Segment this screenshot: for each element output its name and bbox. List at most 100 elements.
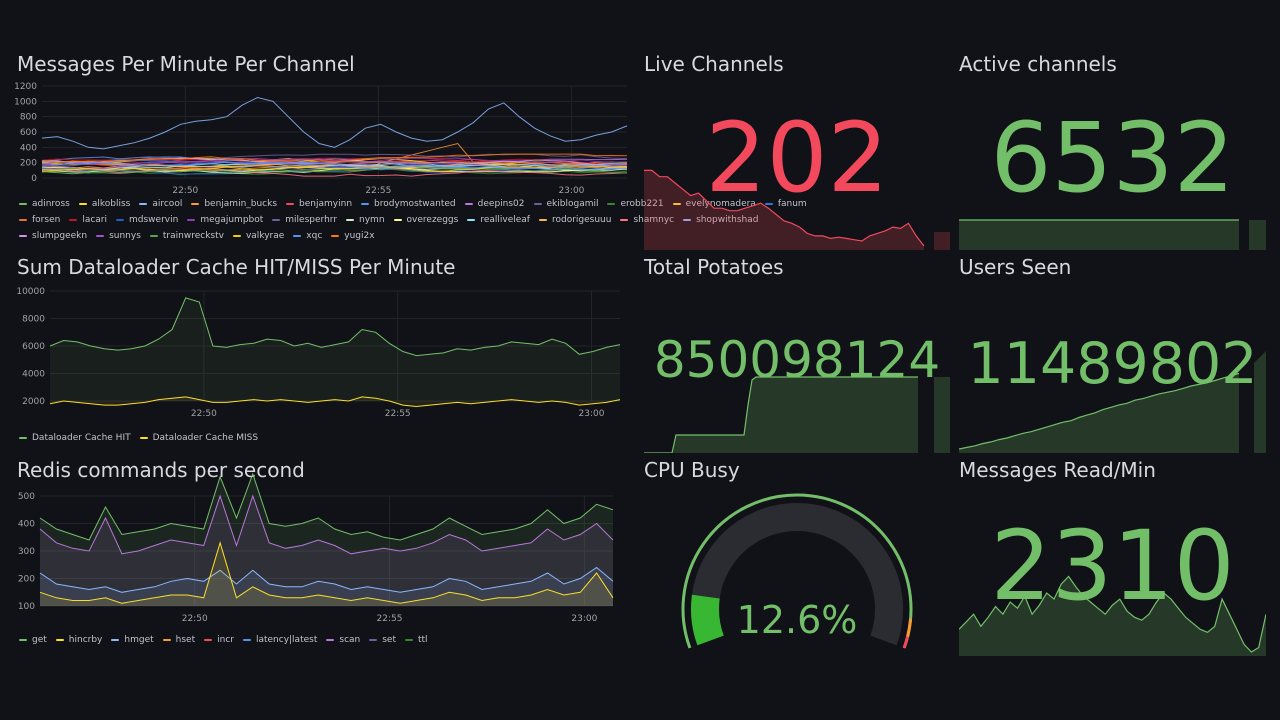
legend-swatch bbox=[116, 218, 124, 221]
legend-item[interactable]: incr bbox=[204, 632, 234, 648]
active-channels-value: 6532 bbox=[990, 102, 1235, 214]
legend-swatch bbox=[764, 202, 773, 205]
legend-item[interactable]: slumpgeekn bbox=[19, 228, 87, 244]
chart-legend: get hincrby hmget hset incr latency|latest sca… bbox=[19, 632, 629, 648]
legend-swatch bbox=[96, 234, 105, 237]
series-area bbox=[50, 297, 620, 401]
panel-redis-commands[interactable]: Redis commands per second 100 200 300 400 50… bbox=[17, 458, 629, 650]
legend-label: incr bbox=[217, 635, 234, 645]
sparkline-line bbox=[644, 376, 918, 453]
legend-item[interactable]: alkobliss bbox=[78, 196, 130, 212]
legend-item[interactable]: lacari bbox=[69, 212, 107, 228]
series-area bbox=[40, 542, 613, 606]
legend-item[interactable]: aircool bbox=[139, 196, 182, 212]
legend-item[interactable]: milesperhrr bbox=[272, 212, 337, 228]
panel-messages-per-minute[interactable]: Messages Per Minute Per Channel 0 200 400 6… bbox=[14, 52, 807, 244]
legend-row: get hincrby hmget hset incr latency|latest sca… bbox=[19, 632, 629, 648]
live-channels-value: 202 bbox=[705, 102, 889, 214]
legend-item[interactable]: trainwreckstv bbox=[149, 228, 224, 244]
panel-users-seen[interactable]: Users Seen 11489802 bbox=[959, 255, 1266, 453]
legend-item[interactable]: shopwithshad bbox=[683, 212, 758, 228]
panel-active-channels[interactable]: Active channels 6532 bbox=[959, 52, 1266, 250]
legend-swatch bbox=[232, 234, 241, 237]
legend-row: slumpgeekn sunnys trainwreckstv valkyrae xqc… bbox=[19, 228, 629, 244]
legend-item[interactable]: erobb221 bbox=[607, 196, 664, 212]
legend-swatch bbox=[149, 234, 158, 237]
legend-item[interactable]: brodymostwanted bbox=[361, 196, 456, 212]
y-tick-label: 1000 bbox=[14, 97, 37, 107]
x-tick-label: 22:55 bbox=[365, 186, 391, 196]
legend-item[interactable]: ttl bbox=[405, 632, 428, 648]
legend-item[interactable]: ekiblogamil bbox=[533, 196, 598, 212]
x-tick-label: 23:00 bbox=[558, 186, 584, 196]
legend-item[interactable]: adinross bbox=[19, 196, 70, 212]
legend-item[interactable]: yugi2x bbox=[331, 228, 375, 244]
sparkline-area bbox=[934, 232, 950, 250]
legend-label: rodorigesuuu bbox=[551, 215, 612, 225]
legend-swatch bbox=[369, 638, 378, 641]
legend-item[interactable]: megajumpbot bbox=[187, 212, 263, 228]
total-potatoes-sparkline bbox=[644, 376, 950, 453]
legend-item[interactable]: fanum bbox=[764, 196, 807, 212]
legend-swatch bbox=[191, 202, 200, 205]
legend-item[interactable]: set bbox=[369, 632, 396, 648]
x-tick-label: 22:55 bbox=[377, 614, 403, 624]
y-tick-label: 6000 bbox=[22, 342, 45, 352]
legend-item[interactable]: realliveleaf bbox=[467, 212, 530, 228]
legend-swatch bbox=[78, 202, 87, 205]
sparkline-area bbox=[1254, 351, 1266, 453]
legend-label: evelynomadera bbox=[685, 199, 756, 209]
panel-live-channels[interactable]: Live Channels 202 bbox=[644, 52, 950, 250]
messages-chart[interactable]: 0 200 400 600 800 1000 1200 22:50 22:55 23:00 bbox=[14, 52, 629, 196]
messages-read-value: 2310 bbox=[990, 510, 1235, 622]
legend-item[interactable]: forsen bbox=[19, 212, 60, 228]
legend-item[interactable]: xqc bbox=[293, 228, 322, 244]
legend-swatch bbox=[607, 202, 616, 205]
legend-item[interactable]: mdswervin bbox=[116, 212, 178, 228]
y-tick-label: 100 bbox=[18, 602, 35, 612]
legend-label: sunnys bbox=[109, 231, 141, 241]
legend-swatch bbox=[242, 638, 251, 641]
legend-item[interactable]: shamnyc bbox=[620, 212, 674, 228]
panel-title: Live Channels bbox=[644, 52, 784, 76]
legend-item[interactable]: evelynomadera bbox=[672, 196, 756, 212]
legend-item[interactable]: benjamyinn bbox=[286, 196, 352, 212]
series-line bbox=[39, 472, 614, 541]
legend-item[interactable]: scan bbox=[326, 632, 360, 648]
legend-item[interactable]: overezeggs bbox=[393, 212, 458, 228]
legend-item[interactable]: deepins02 bbox=[464, 196, 525, 212]
legend-label: set bbox=[382, 635, 396, 645]
legend-item[interactable]: latency|latest bbox=[242, 632, 317, 648]
legend-item[interactable]: hset bbox=[162, 632, 196, 648]
legend-label: aircool bbox=[152, 199, 183, 209]
legend-item[interactable]: sunnys bbox=[96, 228, 141, 244]
panel-cpu-busy[interactable]: CPU Busy 12.6% bbox=[644, 458, 950, 656]
series-line bbox=[41, 96, 628, 150]
legend-item[interactable]: get bbox=[19, 632, 47, 648]
panel-cache-hit-miss[interactable]: Sum Dataloader Cache HIT/MISS Per Minute… bbox=[16, 255, 629, 447]
legend-label: hmget bbox=[124, 635, 154, 645]
cache-chart[interactable]: 2000 4000 6000 8000 10000 22:50 22:55 23:00 bbox=[16, 255, 629, 431]
legend-swatch bbox=[139, 202, 148, 205]
legend-item[interactable]: valkyrae bbox=[232, 228, 284, 244]
legend-item[interactable]: hmget bbox=[111, 632, 154, 648]
legend-item[interactable]: hincrby bbox=[55, 632, 102, 648]
legend-swatch bbox=[464, 202, 473, 205]
legend-item[interactable]: rodorigesuuu bbox=[538, 212, 612, 228]
series-line bbox=[41, 166, 627, 173]
legend-swatch bbox=[139, 436, 148, 439]
legend-item[interactable]: benjamin_bucks bbox=[191, 196, 277, 212]
legend-label: fanum bbox=[777, 199, 807, 209]
x-tick-label: 22:50 bbox=[182, 614, 208, 624]
gauge-arc bbox=[902, 636, 910, 649]
series-line bbox=[39, 566, 614, 593]
legend-swatch bbox=[286, 202, 295, 205]
legend-item[interactable]: nymn bbox=[346, 212, 385, 228]
panel-total-potatoes[interactable]: Total Potatoes 850098124 bbox=[644, 255, 950, 453]
panel-messages-read[interactable]: Messages Read/Min 2310 bbox=[959, 458, 1266, 656]
legend-item[interactable]: Dataloader Cache HIT bbox=[19, 430, 131, 446]
legend-label: hset bbox=[175, 635, 196, 645]
legend-item[interactable]: Dataloader Cache MISS bbox=[139, 430, 258, 446]
redis-chart[interactable]: 100 200 300 400 500 22:50 22:55 23:00 bbox=[17, 458, 629, 634]
legend-swatch bbox=[346, 218, 355, 221]
